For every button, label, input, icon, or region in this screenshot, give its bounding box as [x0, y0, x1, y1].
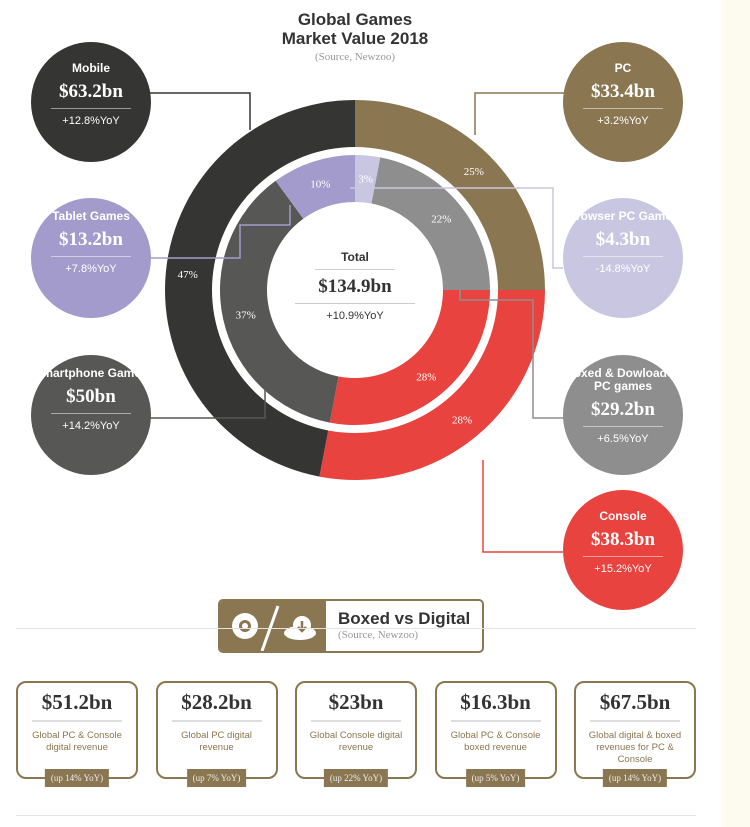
bubble-name: Browser PC Games — [567, 209, 679, 223]
bubble-browser-pc-games: Browser PC Games $4.3bn -14.8%YoY — [563, 198, 683, 318]
bubble-value: $38.3bn — [583, 529, 663, 557]
outer-segment-pc — [355, 100, 545, 290]
bubble-mobile: Mobile $63.2bn +12.8%YoY — [31, 42, 151, 162]
bubble-value: $13.2bn — [51, 229, 131, 257]
card-value: $28.2bn — [171, 690, 262, 722]
outer-label: 25% — [464, 166, 484, 178]
card-value: $23bn — [311, 690, 401, 722]
bubble-name: Mobile — [72, 61, 110, 75]
card-description: Global Console digital revenue — [309, 730, 403, 753]
total-yoy: +10.9%YoY — [326, 310, 384, 322]
stat-card: $16.3bn Global PC & Console boxed revenue… — [434, 681, 557, 787]
bubble-pc: PC $33.4bn +3.2%YoY — [563, 42, 683, 162]
card-yoy-badge: (up 14% YoY) — [602, 769, 668, 787]
connector-console — [482, 460, 563, 553]
connector-smartphone — [150, 390, 266, 419]
divider — [16, 628, 696, 629]
card-description: Global PC & Console digital revenue — [32, 730, 122, 753]
connector-pc — [474, 92, 565, 135]
bubble-value: $29.2bn — [583, 399, 663, 427]
title-source: (Source, Newzoo) — [314, 51, 396, 63]
bubble-name: Tablet Games — [52, 209, 130, 223]
bubble-name: Console — [599, 509, 647, 523]
stat-card: $23bn Global Console digital revenue (up 2… — [295, 681, 417, 787]
bubble-console: Console $38.3bn +15.2%YoY — [563, 490, 683, 610]
divider — [16, 815, 696, 816]
connector-mobile — [150, 92, 251, 130]
page-title: Global Games Market Value 2018 (Source, … — [230, 10, 480, 67]
card-value: $51.2bn — [32, 690, 122, 722]
inner-label: 10% — [310, 178, 330, 190]
bubble-tablet-games: Tablet Games $13.2bn +7.8%YoY — [31, 198, 151, 318]
bubble-yoy: +6.5%YoY — [597, 433, 649, 445]
bubble-name: PC — [614, 61, 632, 75]
bubble-value: $63.2bn — [51, 81, 131, 109]
background-strip — [722, 0, 750, 827]
inner-label: 3% — [358, 173, 373, 185]
inner-segment-tablet-games — [275, 155, 355, 219]
section-title: Boxed vs Digital — [338, 609, 471, 628]
inner-segment-browser-pc-games — [355, 155, 381, 204]
total-label: Total — [315, 250, 395, 270]
outer-label: 28% — [452, 414, 472, 426]
bubble-value: $50bn — [51, 386, 131, 414]
inner-label: 37% — [236, 309, 256, 321]
card-yoy-badge: (up 14% YoY) — [44, 769, 110, 787]
total-summary: Total $134.9bn +10.9%YoY — [295, 250, 415, 322]
card-value: $67.5bn — [590, 690, 680, 722]
outer-segment-mobile — [164, 100, 355, 477]
outer-label: 47% — [178, 269, 198, 281]
bubble-boxed-dowloaded-pc-games: Boxed & Dowloaded PC games $29.2bn +6.5%Yo… — [563, 355, 683, 475]
bubble-yoy: +7.8%YoY — [65, 263, 117, 275]
inner-label: 28% — [416, 371, 436, 383]
bubble-yoy: +15.2%YoY — [594, 563, 652, 575]
outer-segment-console — [319, 290, 545, 481]
boxed-vs-digital-header: Boxed vs Digital (Source, Newzoo) — [218, 599, 484, 653]
connector-boxed — [459, 240, 565, 419]
card-description: Global digital & boxed revenues for PC &… — [588, 730, 682, 765]
total-value: $134.9bn — [295, 276, 415, 304]
bubble-name: Boxed & Dowloaded PC games — [564, 366, 681, 393]
stat-card: $51.2bn Global PC & Console digital reven… — [16, 681, 138, 787]
bubble-yoy: +3.2%YoY — [597, 115, 649, 127]
card-yoy-badge: (up 7% YoY) — [186, 769, 247, 787]
stat-card: $28.2bn Global PC digital revenue (up 7% Y… — [155, 681, 278, 787]
card-description: Global PC & Console boxed revenue — [450, 730, 541, 753]
stat-card: $67.5bn Global digital & boxed revenues f… — [574, 681, 696, 787]
card-yoy-badge: (up 5% YoY) — [465, 769, 526, 787]
bubble-smartphone-games: Smartphone Games $50bn +14.2%YoY — [31, 355, 151, 475]
card-description: Global PC digital revenue — [181, 730, 252, 753]
card-value: $16.3bn — [450, 690, 541, 722]
card-yoy-badge: (up 22% YoY) — [323, 769, 389, 787]
title-line-2: Market Value 2018 — [281, 29, 429, 48]
connector-tablet — [150, 205, 291, 259]
bubble-value: $33.4bn — [583, 81, 663, 109]
disc-download-icon-panel — [220, 601, 326, 651]
section-source: (Source, Newzoo) — [338, 629, 419, 641]
bubble-yoy: +14.2%YoY — [62, 420, 120, 432]
inner-segment-console — [329, 290, 490, 425]
disc-icon — [232, 605, 316, 651]
title-line-1: Global Games — [297, 10, 413, 29]
bubble-yoy: +12.8%YoY — [62, 115, 120, 127]
connector-browser — [350, 187, 563, 269]
bubble-yoy: -14.8%YoY — [595, 263, 651, 275]
bubble-value: $4.3bn — [583, 229, 663, 257]
bubble-name: Smartphone Games — [34, 366, 148, 380]
inner-label: 22% — [431, 214, 451, 226]
inner-segment-smartphone-games — [220, 180, 339, 423]
